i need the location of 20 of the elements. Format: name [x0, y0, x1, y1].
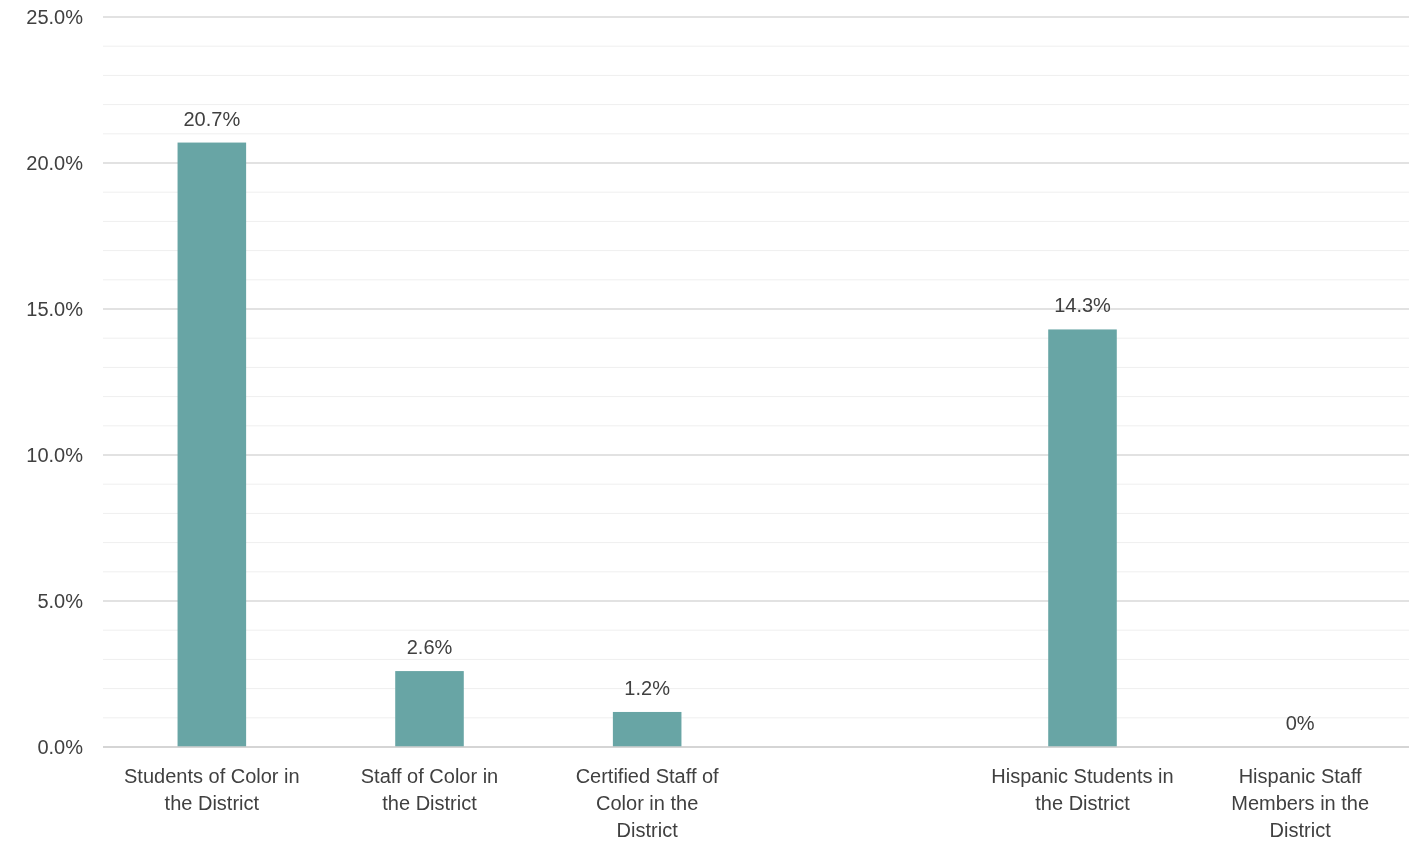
x-tick-label: Staff of Color in the District	[360, 765, 499, 814]
data-label: 1.2%	[624, 676, 671, 699]
y-tick-label: 0.0%	[37, 736, 84, 758]
data-label: 2.6%	[406, 636, 453, 659]
data-label: 20.7%	[183, 107, 241, 130]
y-tick-label: 10.0%	[26, 444, 84, 466]
data-label: 0%	[1285, 712, 1315, 734]
y-tick-label: 15.0%	[26, 298, 84, 320]
data-label: 14.3%	[1054, 294, 1112, 317]
x-tick-label: Certified Staff of Color in the District	[575, 765, 720, 841]
bar	[395, 671, 464, 747]
y-tick-label: 20.0%	[26, 152, 84, 174]
y-tick-label: 25.0%	[26, 6, 84, 28]
y-tick-label: 5.0%	[37, 590, 84, 612]
bar	[177, 142, 247, 747]
x-tick-label: Hispanic Staff Members in the District	[1231, 765, 1370, 841]
bar	[1048, 329, 1117, 747]
bar	[612, 711, 682, 747]
x-tick-label: Hispanic Students in the District	[991, 765, 1174, 814]
x-tick-label: Students of Color in the District	[124, 765, 300, 814]
